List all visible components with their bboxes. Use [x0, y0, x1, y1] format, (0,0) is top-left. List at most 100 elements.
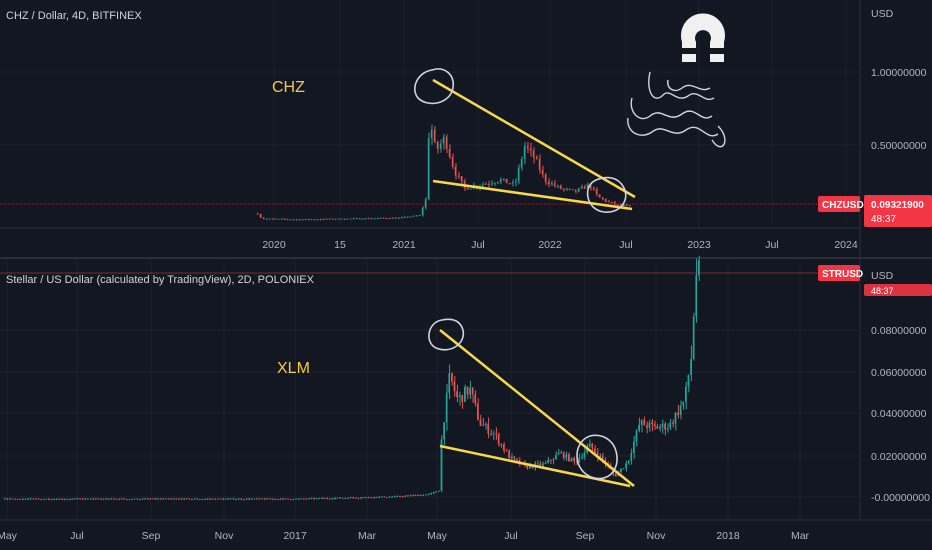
chz-candle: [292, 219, 295, 221]
xlm-candle: [237, 498, 240, 500]
xlm-top-circle[interactable]: [428, 318, 465, 351]
xlm-candle: [318, 498, 320, 500]
magnet-waves-drawing[interactable]: [627, 71, 726, 148]
xlm-candle: [261, 498, 263, 500]
chz-candle: [274, 218, 277, 220]
xlm-candle: [471, 387, 474, 395]
chz-candle: [421, 207, 424, 216]
chz-annotation[interactable]: CHZ: [272, 79, 305, 96]
xlm-candle: [633, 441, 635, 454]
xlm-candle: [490, 433, 492, 435]
xlm-candle: [328, 498, 331, 500]
xlm-candle: [581, 457, 583, 459]
chz-candle: [493, 183, 496, 185]
xlm-candle: [440, 439, 443, 491]
xlm-candle: [378, 496, 380, 498]
chz-price-scale[interactable]: 1.00000000 0.50000000: [871, 67, 927, 152]
xlm-price-scale[interactable]: 0.08000000 0.06000000 0.04000000 0.02000000…: [871, 325, 930, 504]
xlm-candle: [149, 498, 151, 500]
xlm-candle: [669, 422, 671, 428]
xlm-candle: [570, 457, 573, 462]
xlm-candle: [425, 494, 427, 496]
chz-symbol-title[interactable]: CHZ / Dollar, 4D, BITFINEX: [6, 10, 142, 22]
xlm-candle: [58, 498, 60, 500]
xlm-time-tick: May: [0, 530, 18, 542]
svg-text:STRUSD: STRUSD: [822, 269, 863, 280]
magnet-icon[interactable]: [681, 13, 725, 62]
chz-candle: [388, 218, 391, 220]
xlm-upper-trendline[interactable]: [439, 329, 635, 487]
xlm-annotation[interactable]: XLM: [277, 360, 310, 377]
xlm-symbol-title[interactable]: Stellar / US Dollar (calculated by Tradi…: [6, 274, 315, 286]
chz-candle: [532, 150, 535, 158]
chz-breakout-circle[interactable]: [586, 176, 627, 213]
chz-candle: [277, 218, 280, 220]
xlm-candle: [87, 498, 89, 500]
chz-time-tick: 2020: [262, 239, 286, 251]
chz-candle: [568, 188, 571, 190]
xlm-candle: [391, 496, 393, 498]
xlm-candle: [484, 423, 487, 426]
xlm-candles: [3, 255, 700, 501]
xlm-breakout-circle[interactable]: [576, 434, 618, 480]
chz-candle: [295, 219, 298, 221]
xlm-candle: [599, 455, 601, 458]
chz-candle: [310, 219, 313, 221]
chz-candle: [610, 201, 613, 203]
xlm-lower-trendline[interactable]: [439, 444, 631, 488]
xlm-candle: [414, 494, 417, 496]
chz-candle: [256, 213, 259, 215]
xlm-candle: [549, 459, 552, 461]
chz-top-circle[interactable]: [414, 68, 454, 105]
xlm-candle: [419, 494, 422, 496]
chz-candle: [376, 218, 379, 220]
chz-candle: [505, 178, 508, 184]
xlm-candle: [284, 498, 287, 500]
xlm-price-tick: 0.02000000: [871, 451, 927, 463]
xlm-candle: [313, 498, 315, 500]
xlm-candle: [3, 498, 6, 500]
xlm-candle: [687, 375, 690, 387]
chz-candle: [541, 169, 544, 175]
xlm-candle: [269, 498, 271, 500]
xlm-candle: [594, 448, 596, 453]
chz-upper-trendline[interactable]: [432, 78, 636, 199]
xlm-candle: [287, 498, 289, 500]
xlm-candle: [302, 498, 305, 500]
xlm-time-scale[interactable]: May Jul Sep Nov 2017 Mar May Jul Sep Nov 2018 Mar: [0, 530, 810, 542]
xlm-candle: [586, 447, 588, 453]
chz-candle: [433, 129, 436, 142]
xlm-candle: [458, 395, 461, 398]
xlm-candle: [331, 498, 333, 500]
xlm-candle: [256, 498, 258, 500]
xlm-candle: [448, 373, 450, 393]
xlm-candle: [102, 498, 105, 500]
xlm-candle: [183, 498, 185, 500]
xlm-candle: [500, 444, 502, 446]
chz-candle: [604, 198, 607, 202]
chz-candle: [364, 218, 367, 220]
xlm-time-tick: May: [427, 530, 448, 542]
chz-time-scale[interactable]: 2020 15 2021 Jul 2022 Jul 2023 Jul 2024: [262, 239, 858, 251]
chz-lower-trendline[interactable]: [432, 179, 633, 211]
xlm-candle: [235, 499, 237, 501]
xlm-candle: [120, 498, 123, 500]
chz-candle: [469, 188, 472, 190]
xlm-candle: [674, 412, 677, 424]
xlm-candle: [79, 498, 81, 500]
chz-candle: [466, 187, 469, 190]
xlm-candle: [487, 423, 489, 434]
xlm-candle: [89, 498, 92, 500]
xlm-candle: [100, 498, 102, 500]
svg-text:0.09321900: 0.09321900: [871, 200, 924, 211]
chz-candle: [490, 183, 493, 185]
xlm-candle: [406, 495, 409, 497]
xlm-candle: [240, 498, 242, 500]
xlm-candle: [50, 499, 53, 501]
chz-candle: [412, 215, 415, 217]
xlm-candle: [578, 457, 580, 462]
xlm-candle: [6, 498, 8, 500]
xlm-candle: [409, 495, 411, 497]
xlm-candle: [157, 498, 159, 500]
xlm-candle: [97, 498, 99, 500]
